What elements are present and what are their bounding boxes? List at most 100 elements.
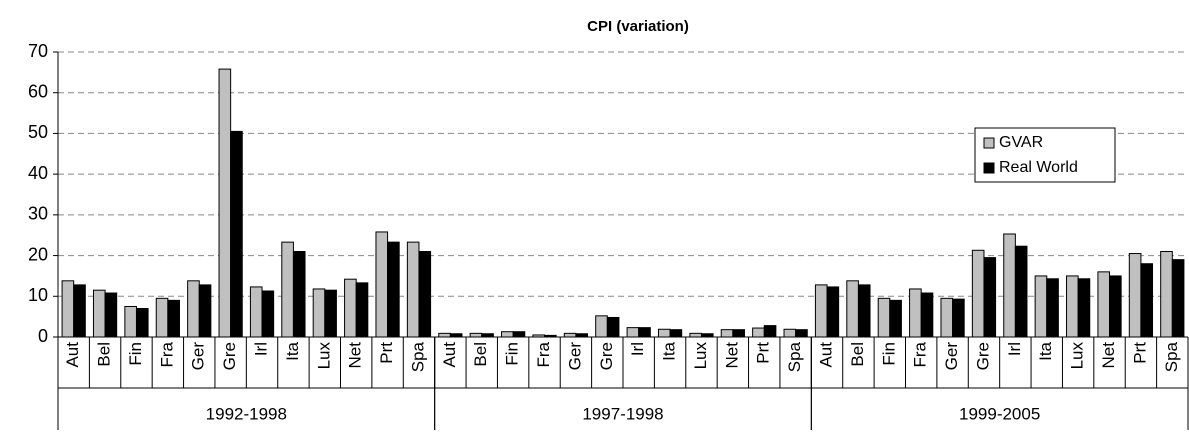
bar	[826, 286, 840, 338]
bar	[73, 284, 86, 338]
bar	[563, 332, 577, 338]
bar	[355, 282, 369, 338]
x-tick-label: Spa	[408, 341, 427, 372]
y-tick-label: 0	[38, 326, 48, 346]
x-tick-label: Fra	[534, 341, 553, 367]
y-tick-label: 10	[28, 285, 48, 305]
y-tick-label: 30	[28, 204, 48, 224]
bar	[1171, 259, 1185, 338]
bar	[92, 289, 106, 338]
x-tick-label: Ger	[189, 342, 208, 371]
x-tick-label: Gre	[220, 342, 239, 370]
x-tick-label: Gre	[973, 342, 992, 370]
bar	[1014, 245, 1028, 338]
x-tick-label: Prt	[754, 342, 773, 364]
x-tick-label: Ger	[942, 342, 961, 371]
bar	[1128, 253, 1142, 338]
legend-swatch	[983, 162, 995, 174]
bar	[469, 332, 483, 338]
bar	[249, 286, 263, 338]
y-tick-label: 60	[28, 81, 48, 101]
bar	[501, 331, 514, 338]
x-tick-label: Irl	[252, 342, 271, 356]
bar	[312, 288, 326, 338]
bar	[783, 328, 797, 338]
bar	[187, 280, 200, 338]
bar	[418, 251, 432, 338]
bar	[1140, 263, 1154, 338]
bar	[909, 288, 922, 338]
bar	[1003, 233, 1016, 338]
bar	[669, 329, 683, 338]
legend-label: GVAR	[999, 134, 1043, 151]
bar	[795, 329, 808, 338]
bar	[626, 327, 640, 338]
bar	[983, 257, 997, 338]
bar	[1160, 251, 1173, 338]
x-tick-label: Net	[346, 342, 365, 369]
bar	[387, 241, 400, 338]
x-tick-label: Aut	[817, 342, 836, 368]
bar	[1097, 271, 1111, 338]
bar	[324, 289, 337, 338]
bar	[877, 297, 891, 338]
bar	[155, 297, 169, 338]
bar	[857, 284, 871, 338]
bar	[1077, 278, 1091, 338]
group-label: 1997-1998	[582, 404, 663, 423]
bar	[814, 284, 828, 338]
bar	[218, 68, 232, 338]
bar	[657, 328, 671, 338]
bar	[720, 329, 734, 338]
y-tick-label: 70	[28, 41, 48, 61]
bar	[846, 280, 859, 338]
x-tick-label: Fin	[503, 342, 522, 366]
bar	[198, 284, 212, 338]
bar	[940, 297, 954, 338]
x-tick-label: Prt	[1130, 342, 1149, 364]
bar	[1034, 275, 1048, 338]
group-label: 1992-1998	[206, 404, 287, 423]
chart-title: CPI (variation)	[587, 18, 689, 35]
x-tick-label: Bel	[471, 342, 490, 367]
x-tick-label: Fra	[911, 341, 930, 367]
x-tick-label: Spa	[785, 341, 804, 372]
x-tick-label: Gre	[597, 342, 616, 370]
bar	[732, 329, 745, 338]
x-tick-label: Net	[1099, 342, 1118, 369]
bar	[261, 290, 275, 338]
legend-swatch	[983, 137, 995, 149]
bar	[135, 308, 149, 338]
x-tick-label: Bel	[848, 342, 867, 367]
x-tick-label: Bel	[95, 342, 114, 367]
bar	[1046, 278, 1059, 338]
bar	[61, 280, 75, 338]
bar	[763, 325, 777, 338]
bar	[344, 278, 357, 338]
bar	[1109, 275, 1122, 338]
x-tick-label: Fin	[879, 342, 898, 366]
x-tick-label: Lux	[691, 342, 710, 370]
bar	[406, 241, 420, 338]
bar	[124, 305, 137, 338]
bar	[167, 299, 180, 338]
bar	[512, 331, 526, 338]
bar	[230, 130, 243, 338]
bar	[375, 231, 389, 338]
group-label: 1999-2005	[959, 404, 1040, 423]
x-tick-label: Lux	[314, 342, 333, 370]
bar	[971, 249, 985, 338]
x-tick-label: Ita	[1036, 341, 1055, 360]
bar	[281, 241, 294, 338]
y-tick-label: 40	[28, 163, 48, 183]
y-tick-label: 50	[28, 122, 48, 142]
bar	[952, 298, 965, 338]
x-tick-label: Fin	[126, 342, 145, 366]
x-tick-label: Irl	[628, 342, 647, 356]
bar	[104, 292, 118, 338]
legend-label: Real World	[999, 159, 1078, 176]
x-tick-label: Fra	[157, 341, 176, 367]
bar	[1066, 275, 1079, 338]
bar	[889, 299, 902, 338]
x-tick-label: Spa	[1162, 341, 1181, 372]
